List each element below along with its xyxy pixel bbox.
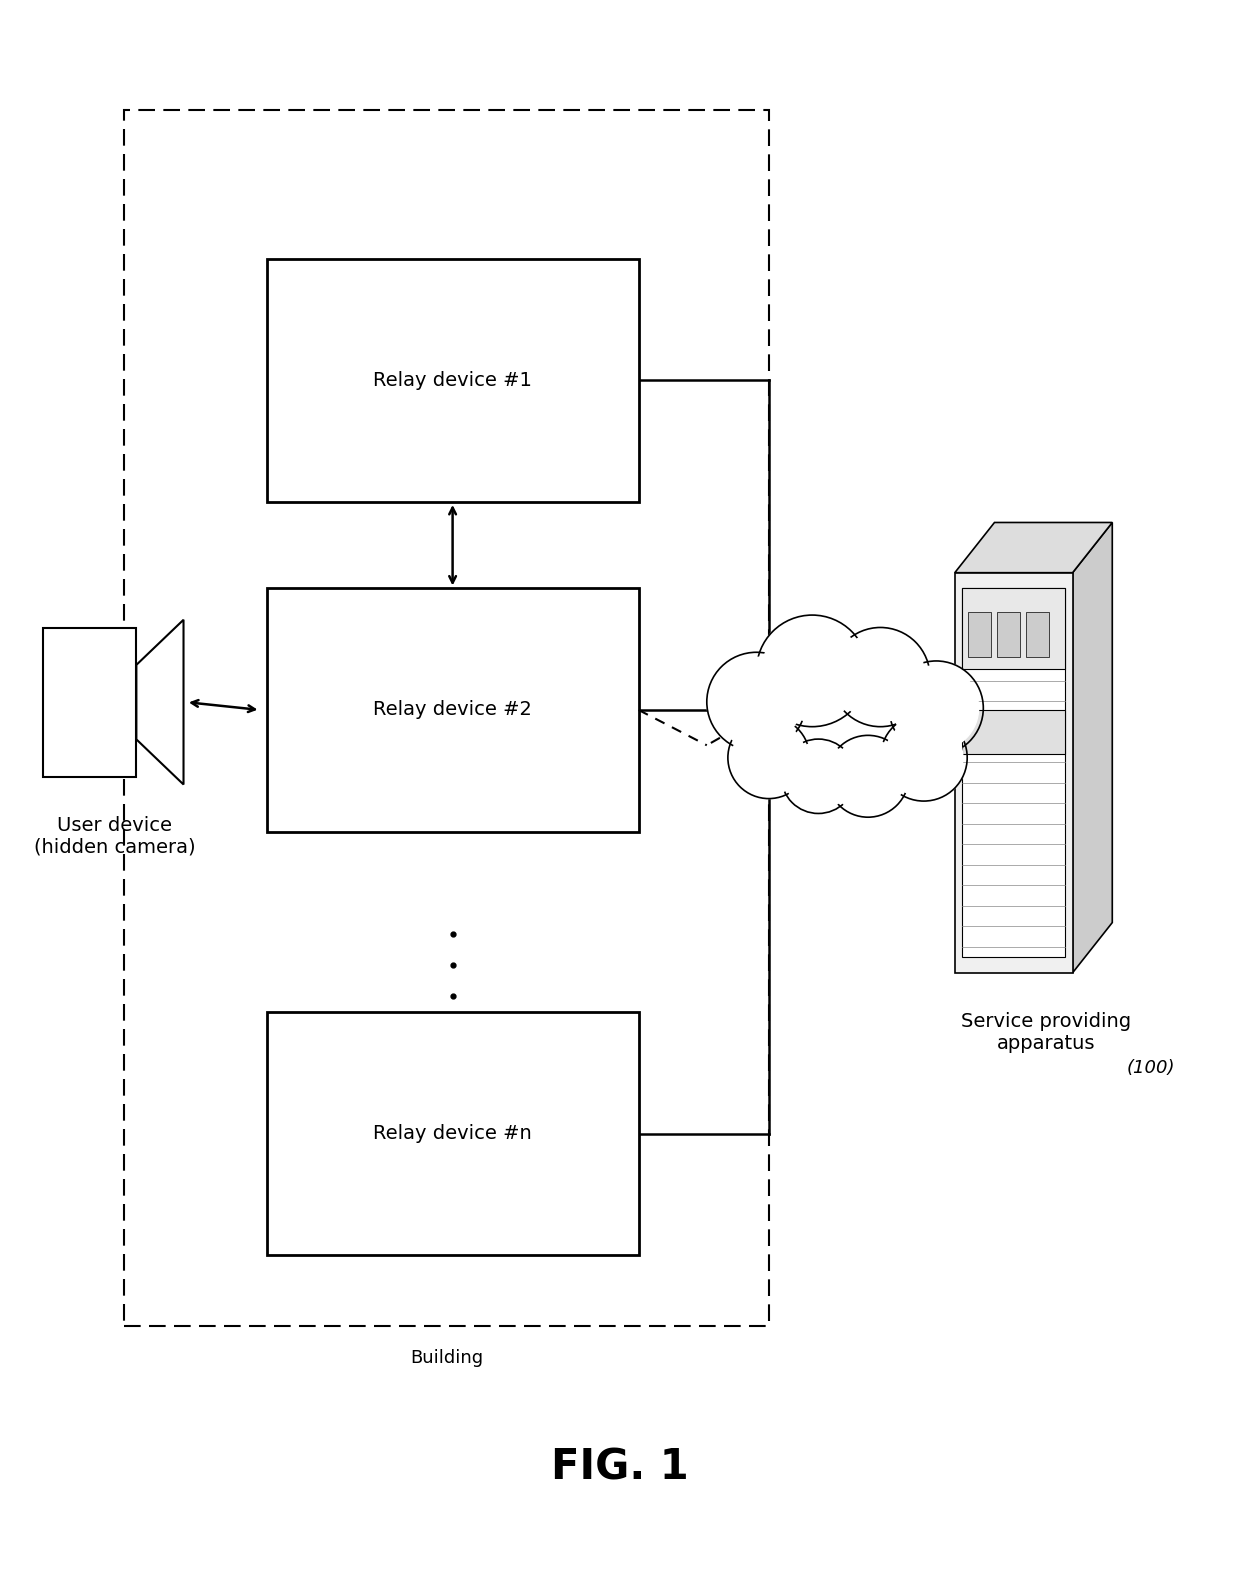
Ellipse shape: [831, 739, 905, 813]
Ellipse shape: [712, 657, 801, 747]
Bar: [962, 588, 1065, 670]
Bar: [962, 588, 1065, 957]
Text: Relay device #2: Relay device #2: [373, 700, 532, 720]
Bar: [267, 259, 639, 502]
Bar: [955, 573, 1073, 973]
Ellipse shape: [831, 628, 930, 726]
Bar: [968, 612, 991, 657]
Ellipse shape: [894, 665, 978, 750]
Text: Relay device #1: Relay device #1: [373, 370, 532, 391]
Bar: [267, 588, 639, 832]
Text: (100): (100): [1127, 1059, 1176, 1076]
Ellipse shape: [880, 714, 967, 802]
Bar: [43, 628, 136, 777]
Text: Service providing
apparatus: Service providing apparatus: [961, 1012, 1131, 1053]
Text: Relay device #n: Relay device #n: [373, 1123, 532, 1144]
Ellipse shape: [889, 661, 983, 755]
Bar: [962, 711, 1065, 755]
Text: User device
(hidden camera): User device (hidden camera): [33, 816, 196, 857]
Ellipse shape: [728, 717, 810, 799]
Ellipse shape: [836, 632, 925, 722]
Ellipse shape: [756, 615, 868, 726]
Ellipse shape: [781, 739, 856, 813]
Polygon shape: [1073, 522, 1112, 973]
Ellipse shape: [827, 736, 909, 817]
Polygon shape: [955, 522, 1112, 573]
Bar: [997, 612, 1021, 657]
Polygon shape: [136, 620, 184, 784]
Ellipse shape: [785, 742, 852, 810]
Bar: [124, 110, 769, 1326]
Ellipse shape: [707, 653, 806, 752]
Ellipse shape: [761, 621, 863, 722]
Bar: [1025, 612, 1049, 657]
Text: FIG. 1: FIG. 1: [551, 1447, 689, 1487]
Ellipse shape: [884, 719, 963, 797]
Text: Building: Building: [410, 1349, 482, 1367]
Bar: [267, 1012, 639, 1255]
Ellipse shape: [732, 720, 806, 794]
